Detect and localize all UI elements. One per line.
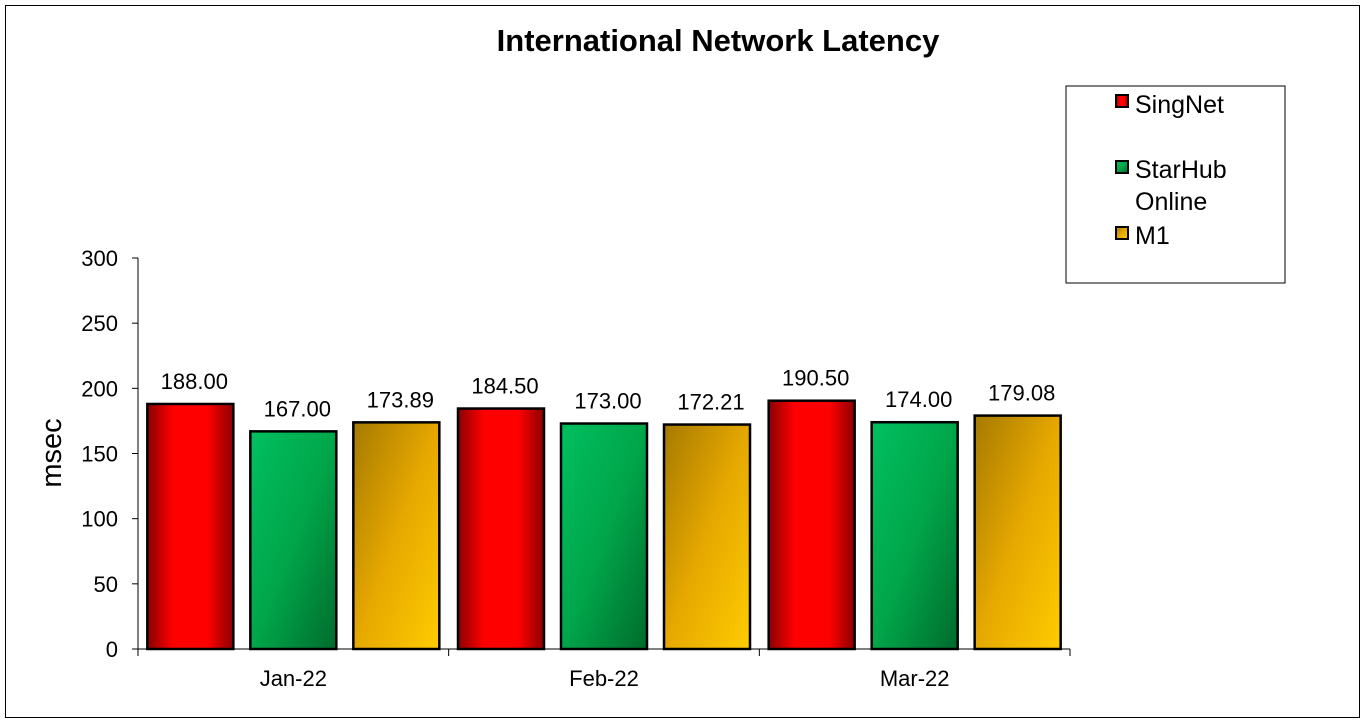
legend-label-m1: M1 [1135, 222, 1170, 250]
legend-label-starhub-online: StarHub Online [1135, 156, 1227, 216]
legend: SingNet StarHub Online M1 [1065, 85, 1286, 284]
x-tick-label: Mar-22 [880, 666, 950, 691]
y-tick-label: 150 [81, 442, 118, 467]
y-tick-label: 300 [81, 246, 118, 271]
bar-m1 [352, 421, 441, 651]
bar-starhub-online [870, 420, 959, 651]
bar-singnet [456, 407, 546, 651]
y-axis-label: msec [36, 418, 68, 487]
data-label: 173.00 [574, 389, 641, 414]
bar-m1 [662, 423, 752, 651]
data-label: 173.89 [367, 387, 434, 412]
data-label: 184.50 [471, 374, 538, 399]
legend-swatch-starhub-online [1115, 160, 1129, 174]
data-label: 172.21 [677, 390, 744, 415]
data-label: 174.00 [885, 387, 952, 412]
data-label: 190.50 [782, 366, 849, 391]
legend-swatch-singnet [1115, 94, 1129, 108]
bar-singnet [146, 402, 235, 651]
y-tick-label: 200 [81, 376, 118, 401]
y-tick-label: 50 [94, 572, 118, 597]
bar-starhub-online [249, 430, 338, 651]
data-label: 179.08 [988, 381, 1055, 406]
legend-swatch-m1 [1115, 226, 1129, 240]
y-tick-label: 100 [81, 507, 118, 532]
bar-m1 [973, 414, 1062, 651]
bar-singnet [767, 399, 856, 651]
legend-box [1065, 85, 1286, 284]
y-tick-label: 0 [106, 637, 118, 662]
legend-label-singnet: SingNet [1135, 91, 1224, 119]
data-label: 188.00 [161, 369, 228, 394]
x-tick-label: Feb-22 [569, 666, 639, 691]
y-tick-label: 250 [81, 311, 118, 336]
bar-starhub-online [559, 422, 649, 651]
chart-title: International Network Latency [497, 23, 940, 58]
data-label: 167.00 [264, 396, 331, 421]
x-tick-label: Jan-22 [260, 666, 327, 691]
